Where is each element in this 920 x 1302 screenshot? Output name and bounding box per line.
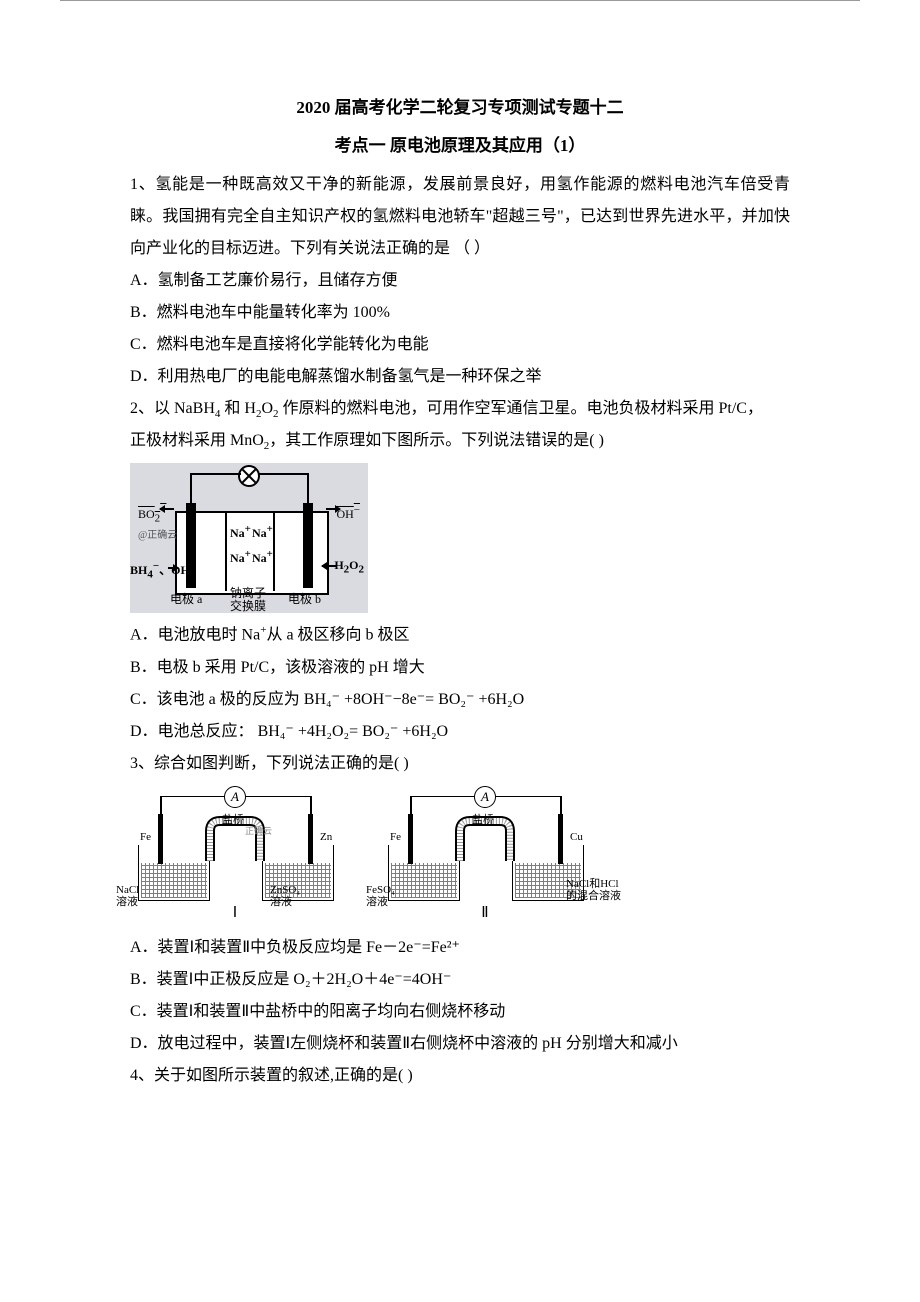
arrow-icon [322, 565, 336, 567]
t: + [267, 548, 273, 560]
h2o2-label: H2O2 [334, 553, 364, 580]
q1-opt-a: A．氢制备工艺廉价易行，且储存方便 [130, 265, 790, 297]
q2-opt-d: D．电池总反应： BH₄⁻ +4H₂O₂= BO₂⁻ +6H₂O [130, 716, 790, 748]
q2-opt-a: A．电池放电时 Na+从 a 极区移向 b 极区 [130, 619, 790, 651]
q1-stem: 1、氢能是一种既高效又干净的新能源，发展前景良好，用氢作能源的燃料电池汽车倍受青… [130, 169, 790, 265]
na-label: Na+ [230, 543, 251, 570]
salt-label: 盐桥 [472, 809, 494, 831]
q2-opt-c: C．该电池 a 极的反应为 BH₄⁻ +8OH⁻−8e⁻= BO₂⁻ +6H₂O [130, 684, 790, 716]
t: BO [138, 507, 155, 521]
doc-title: 2020 届高考化学二轮复习专项测试专题十二 [130, 91, 790, 125]
t: − [190, 560, 196, 572]
q1-opt-c: C．燃料电池车是直接将化学能转化为电能 [130, 329, 790, 361]
q3-opt-a: A．装置Ⅰ和装置Ⅱ中负极反应均是 Fe－2e⁻=Fe²⁺ [130, 932, 790, 964]
t: A．电池放电时 Na [130, 627, 260, 644]
cell-1: A 盐桥 正确云 Fe Zn NaCl 溶液 ZnSO₄ 溶液 Ⅰ [130, 786, 340, 926]
t: Na [230, 526, 245, 540]
arrow-icon [168, 567, 178, 569]
arrow-icon [326, 508, 340, 510]
bh4-label: BH4−、OH− [130, 555, 196, 585]
wire [245, 796, 310, 798]
fuel-cell-diagram: BO2− @正确云 BH4−、OH− OH− H2O2 Na+ Na+ Na+ … [130, 463, 368, 613]
t: BH₄⁻ +8OH⁻−8e⁻= BO₂⁻ +6H₂O [304, 691, 524, 708]
membrane [273, 511, 275, 591]
beaker-left [138, 845, 210, 901]
q2-stem-line1: 2、以 NaBH4 和 H2O2 作原料的燃料电池，可用作空军通信卫星。电池负极… [130, 393, 790, 425]
page-content: 2020 届高考化学二轮复习专项测试专题十二 考点一 原电池原理及其应用（1） … [0, 1, 920, 1152]
electrode-b [303, 503, 313, 588]
roman-1: Ⅰ [233, 898, 237, 928]
znso4-label: ZnSO₄ 溶液 [270, 884, 300, 908]
q2-diagram: BO2− @正确云 BH4−、OH− OH− H2O2 Na+ Na+ Na+ … [130, 463, 790, 613]
t: Na [230, 551, 245, 565]
salt-label: 盐桥 [222, 809, 244, 831]
ammeter-icon: A [224, 786, 246, 808]
q3-opt-c: C．装置Ⅰ和装置Ⅱ中盐桥中的阳离子均向右侧烧杯移动 [130, 996, 790, 1028]
doc-subtitle: 考点一 原电池原理及其应用（1） [130, 129, 790, 163]
t: D．电池总反应： [130, 723, 258, 740]
t: C．该电池 a 极的反应为 [130, 691, 300, 708]
membrane [225, 511, 227, 591]
q3-opt-b: B．装置Ⅰ中正极反应是 O₂＋2H₂O＋4e⁻=4OH⁻ [130, 964, 790, 996]
fe-label: Fe [390, 826, 401, 848]
q3-diagram: A 盐桥 正确云 Fe Zn NaCl 溶液 ZnSO₄ 溶液 Ⅰ A [130, 786, 790, 926]
q3-opt-d: D．放电过程中，装置Ⅰ左侧烧杯和装置Ⅱ右侧烧杯中溶液的 pH 分别增大和减小 [130, 1028, 790, 1060]
ammeter-icon: A [474, 786, 496, 808]
t: O [349, 558, 358, 572]
fe-label: Fe [140, 826, 151, 848]
electrode-a-label: 电极 a [170, 587, 202, 611]
t: − [354, 504, 360, 516]
q2-stem-f: ，其工作原理如下图所示。下列说法错误的是( ) [269, 432, 604, 449]
t: Na [252, 551, 267, 565]
wire [495, 796, 560, 798]
t: + [245, 548, 251, 560]
na-label: Na+ [252, 518, 273, 545]
bo2-label: BO2− [138, 499, 166, 529]
feso4-label: FeSO₄ 溶液 [366, 884, 395, 908]
solution-hatch [391, 863, 457, 898]
solution-hatch [141, 863, 207, 898]
wire [258, 473, 309, 475]
nacl-hcl-label: NaCl和HCl 的混合溶液 [566, 878, 621, 902]
t: + [267, 523, 273, 535]
roman-2: Ⅱ [481, 898, 488, 928]
q2-stem-c: O [261, 400, 273, 417]
beaker-left [388, 845, 460, 901]
wire [410, 796, 475, 798]
na-label: Na+ [230, 518, 251, 545]
watermark: 正确云 [245, 822, 272, 840]
t: BH [130, 563, 147, 577]
q2-stem-e: 正极材料采用 MnO [130, 432, 264, 449]
q2-stem-a: 2、以 NaBH [130, 400, 215, 417]
q2-stem-line2: 正极材料采用 MnO2，其工作原理如下图所示。下列说法错误的是( ) [130, 425, 790, 457]
lamp-icon [238, 465, 260, 487]
na-label: Na+ [252, 543, 273, 570]
t: 2 [359, 564, 365, 576]
q2-stem-d: 作原料的燃料电池，可用作空军通信卫星。电池负极材料采用 Pt/C， [279, 400, 763, 417]
q4-stem: 4、关于如图所示装置的叙述,正确的是( ) [130, 1060, 790, 1092]
wire [160, 796, 225, 798]
zn-label: Zn [320, 826, 332, 848]
watermark: @正确云 [138, 526, 177, 546]
t: BH₄⁻ +4H₂O₂= BO₂⁻ +6H₂O [258, 723, 449, 740]
nacl-label: NaCl 溶液 [116, 884, 139, 908]
membrane-label: 钠离子 交换膜 [230, 587, 266, 613]
q3-stem: 3、综合如图判断，下列说法正确的是( ) [130, 748, 790, 780]
cu-label: Cu [570, 826, 583, 848]
q1-opt-d: D．利用热电厂的电能电解蒸馏水制备氢气是一种环保之举 [130, 361, 790, 393]
q2-opt-b: B．电极 b 采用 Pt/C，该极溶液的 pH 增大 [130, 652, 790, 684]
electrode-b-label: 电极 b [288, 587, 321, 611]
wire [190, 473, 241, 475]
arrow-icon [160, 508, 174, 510]
cell-2: A 盐桥 Fe Cu FeSO₄ 溶液 NaCl和HCl 的混合溶液 Ⅱ [380, 786, 590, 926]
t: + [245, 523, 251, 535]
q1-opt-b: B．燃料电池车中能量转化率为 100% [130, 297, 790, 329]
t: Na [252, 526, 267, 540]
t: 从 a 极区移向 b 极区 [266, 627, 409, 644]
q2-stem-b: 和 H [220, 400, 256, 417]
